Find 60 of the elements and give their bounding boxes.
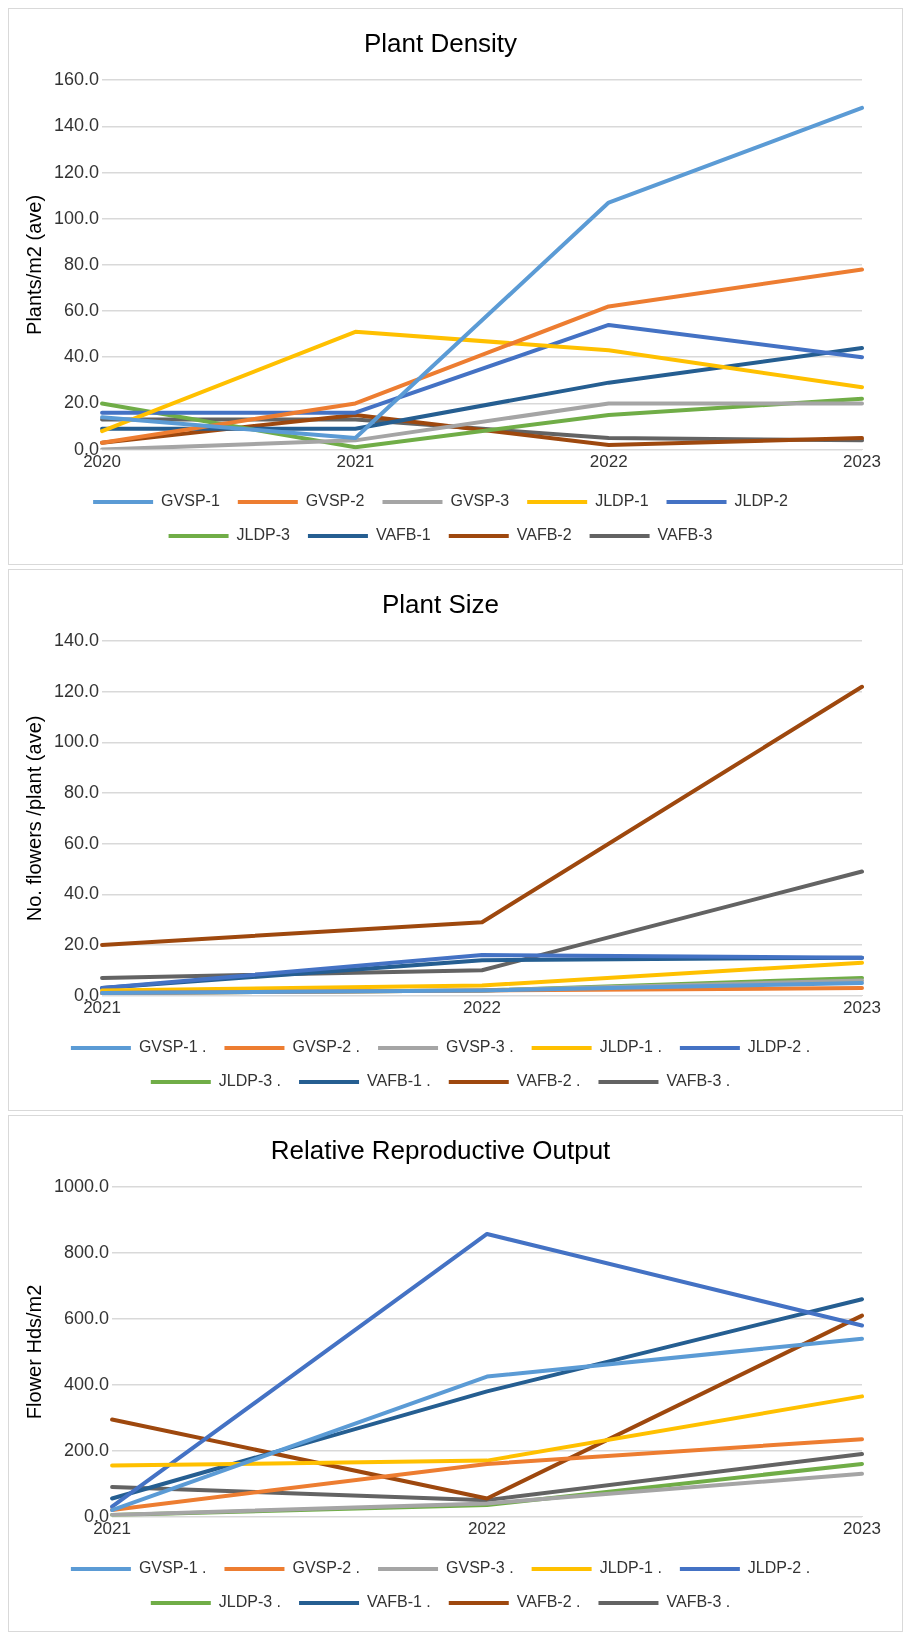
y-tick-label: 140.0 (54, 630, 100, 651)
y-tick-label: 160.0 (54, 69, 100, 90)
x-tick-label: 2023 (843, 452, 881, 472)
chart-title: Plant Size (381, 588, 500, 619)
legend-label: GVSP-3 . (446, 1038, 514, 1056)
y-tick-label: 80.0 (64, 782, 100, 803)
legend-label: GVSP-1 (161, 492, 220, 510)
y-tick-label: 20.0 (64, 392, 100, 413)
y-tick-label: 40.0 (64, 346, 100, 367)
y-tick-label: 800.0 (64, 1242, 110, 1263)
legend-label: GVSP-1 . (138, 1038, 207, 1056)
y-tick-label: 20.0 (64, 933, 100, 954)
y-tick-label: 1000.0 (53, 1176, 110, 1197)
legend-label: VAFB-3 . (666, 1072, 731, 1090)
x-tick-label: 2022 (463, 998, 501, 1018)
y-tick-label: 100.0 (54, 731, 100, 752)
y-tick-label: 140.0 (54, 115, 100, 136)
legend-label: GVSP-2 . (292, 1559, 361, 1577)
legend-label: JLDP-2 (734, 492, 788, 510)
y-tick-label: 60.0 (64, 300, 100, 321)
y-axis-title: Flower Hds/m2 (22, 1284, 45, 1420)
y-tick-label: 400.0 (64, 1373, 110, 1394)
legend-label: JLDP-2 . (747, 1559, 811, 1577)
x-tick-label: 2022 (468, 1519, 506, 1539)
legend-label: VAFB-2 . (516, 1072, 581, 1090)
y-tick-label: 200.0 (64, 1439, 110, 1460)
y-tick-label: 60.0 (64, 832, 100, 853)
legend-label: VAFB-2 . (516, 1593, 581, 1611)
legend-label: GVSP-2 . (292, 1038, 361, 1056)
chart-title: Plant Density (363, 27, 518, 58)
legend-label: JLDP-2 . (747, 1038, 811, 1056)
legend-label: JLDP-3 (236, 526, 291, 544)
legend-label: GVSP-3 (450, 492, 510, 510)
y-tick-label: 80.0 (64, 253, 100, 274)
legend-label: VAFB-3 . (666, 1593, 731, 1611)
legend-label: GVSP-1 . (138, 1559, 207, 1577)
legend-label: VAFB-2 (516, 526, 572, 544)
y-axis-title: Plants/m2 (ave) (22, 194, 45, 335)
y-tick-label: 120.0 (54, 161, 100, 182)
legend-label: VAFB-1 . (367, 1593, 431, 1611)
chart-title: Relative Reproductive Output (270, 1134, 612, 1165)
legend-label: VAFB-1 . (367, 1072, 431, 1090)
legend-label: GVSP-2 (305, 492, 365, 510)
x-tick-label: 2022 (589, 452, 628, 472)
y-tick-label: 100.0 (54, 207, 100, 228)
x-tick-label: 2021 (336, 452, 375, 472)
y-tick-label: 40.0 (64, 883, 100, 904)
y-tick-label: 600.0 (64, 1307, 110, 1328)
x-tick-label: 2023 (843, 998, 881, 1018)
legend-label: VAFB-3 (657, 526, 713, 544)
legend-label: JLDP-1 . (599, 1559, 662, 1577)
legend-label: JLDP-1 (595, 492, 649, 510)
x-tick-label: 2023 (843, 1519, 881, 1539)
legend-label: JLDP-3 . (218, 1593, 282, 1611)
y-axis-title: No. flowers /plant (ave) (22, 715, 45, 922)
legend-label: VAFB-1 (375, 526, 431, 544)
legend-label: JLDP-1 . (599, 1038, 662, 1056)
legend-label: GVSP-3 . (446, 1559, 514, 1577)
y-tick-label: 120.0 (54, 680, 100, 701)
legend-label: JLDP-3 . (218, 1072, 282, 1090)
